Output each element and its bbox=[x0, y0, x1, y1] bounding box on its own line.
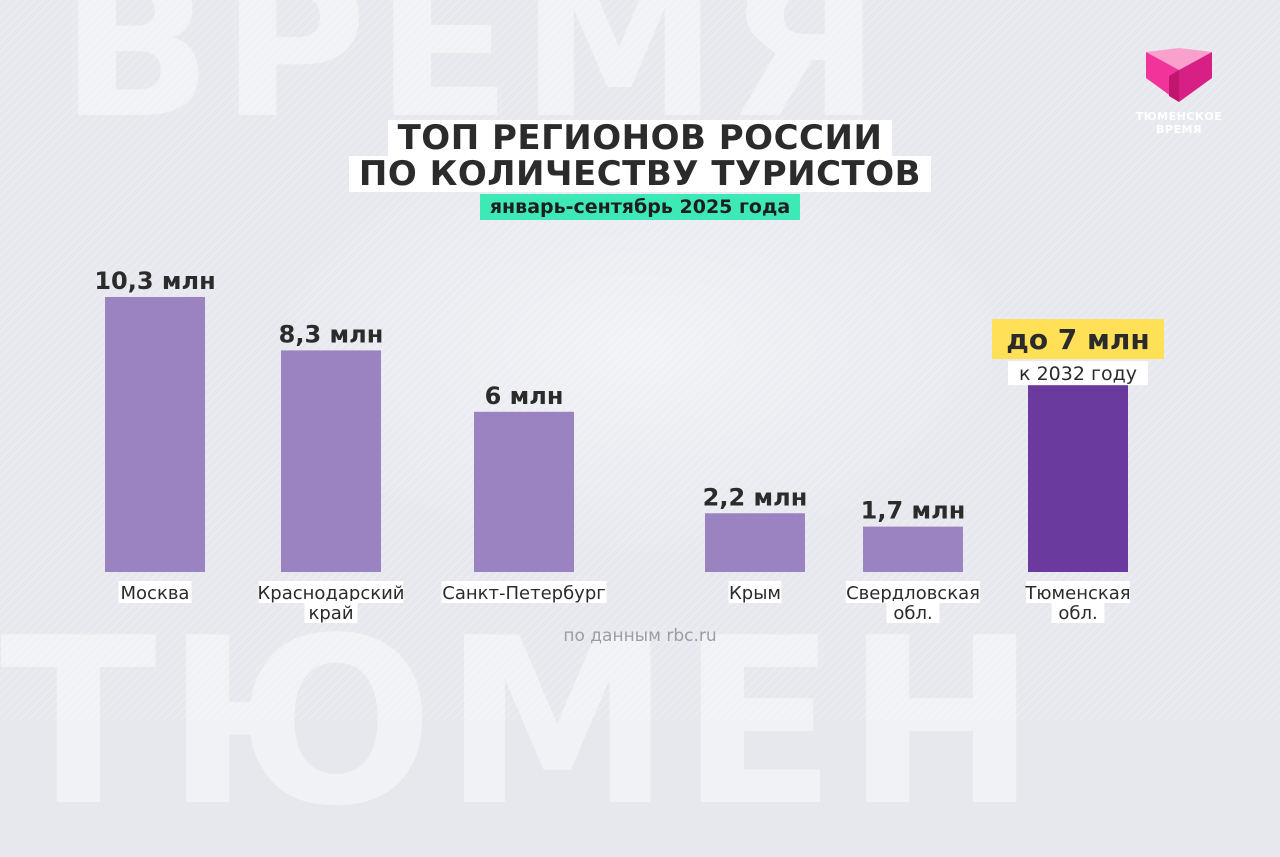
highlight-label-bg bbox=[992, 319, 1164, 360]
bar-1 bbox=[281, 350, 381, 572]
highlight-note-bg bbox=[1008, 361, 1148, 386]
category-label-bg bbox=[118, 581, 192, 603]
category-label-bg bbox=[304, 601, 358, 623]
chart-header: ТОП РЕГИОНОВ РОССИИ ПО КОЛИЧЕСТВУ ТУРИСТ… bbox=[0, 120, 1280, 220]
chart-subtitle: январь-сентябрь 2025 года bbox=[479, 194, 801, 220]
category-label-5: обл. bbox=[1058, 603, 1097, 624]
value-label-3: 2,2 млн bbox=[703, 483, 808, 511]
category-label-bg bbox=[886, 601, 940, 623]
value-label-1: 8,3 млн bbox=[279, 320, 384, 348]
category-label-5: Тюменская bbox=[1024, 583, 1130, 604]
value-label-4: 1,7 млн bbox=[861, 497, 966, 525]
category-label-bg bbox=[845, 581, 981, 603]
chart-title-line1: ТОП РЕГИОНОВ РОССИИ bbox=[387, 120, 893, 156]
logo-line2: ВРЕМЯ bbox=[1156, 123, 1202, 136]
source-note: по данным rbc.ru bbox=[563, 626, 717, 646]
bar-5 bbox=[1028, 385, 1128, 572]
category-label-bg bbox=[1051, 601, 1105, 623]
bar-4 bbox=[863, 526, 963, 572]
category-label-4: обл. bbox=[893, 603, 932, 624]
value-label-2: 6 млн bbox=[485, 382, 564, 410]
category-label-1: край bbox=[308, 603, 353, 624]
category-label-1: Краснодарский bbox=[258, 583, 405, 604]
highlight-note: к 2032 году bbox=[1019, 363, 1137, 385]
bar-0 bbox=[105, 297, 205, 572]
value-label-0: 10,3 млн bbox=[94, 267, 215, 295]
logo-icon bbox=[1146, 48, 1212, 102]
bar-3 bbox=[705, 513, 805, 572]
logo-line1: ТЮМЕНСКОЕ bbox=[1135, 110, 1223, 123]
category-label-3: Крым bbox=[729, 583, 781, 604]
category-label-bg bbox=[728, 581, 782, 603]
category-label-2: Санкт-Петербург bbox=[442, 583, 605, 604]
chart-title-line2: ПО КОЛИЧЕСТВУ ТУРИСТОВ bbox=[348, 156, 932, 192]
category-label-0: Москва bbox=[121, 583, 190, 604]
value-label-5: до 7 млн bbox=[1006, 323, 1150, 356]
category-label-bg bbox=[441, 581, 607, 603]
bar-2 bbox=[474, 411, 574, 572]
category-label-4: Свердловская bbox=[846, 583, 980, 604]
category-label-bg bbox=[258, 581, 404, 603]
category-label-bg bbox=[1026, 581, 1130, 603]
logo-text: ТЮМЕНСКОЕ ВРЕМЯ bbox=[1124, 110, 1234, 136]
